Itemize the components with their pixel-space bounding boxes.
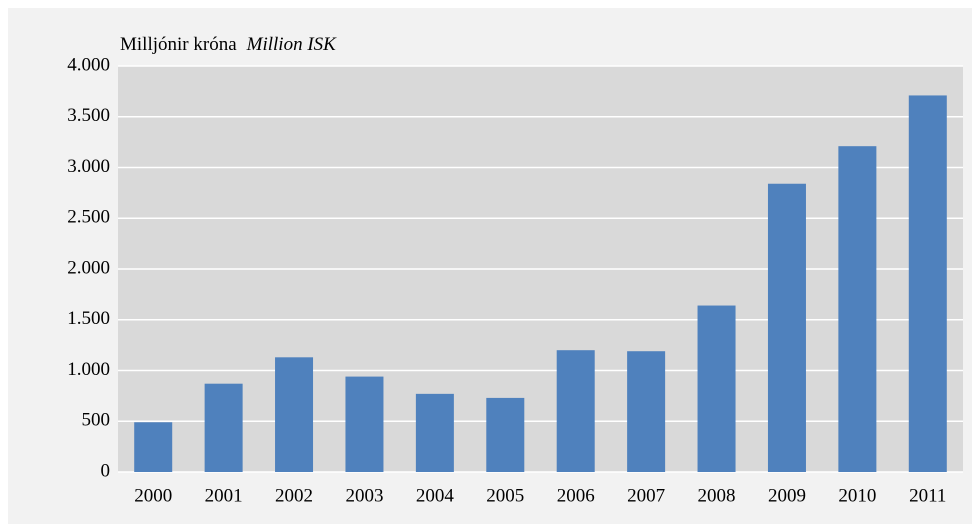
bar [838,146,877,472]
bar [345,376,384,472]
y-tick-label: 4.000 [67,54,110,75]
bar [767,183,806,473]
x-tick-label: 2010 [838,485,876,506]
x-tick-label: 2005 [486,485,524,506]
y-axis-label-en: Million ISK [246,34,338,55]
y-tick-label: 3.000 [67,156,110,177]
bar [556,350,595,472]
x-tick-label: 2004 [416,485,455,506]
x-tick-label: 2011 [909,485,946,506]
bar [697,305,736,472]
y-tick-label: 2.000 [67,257,110,278]
x-tick-label: 2002 [275,485,313,506]
y-tick-label: 500 [82,410,111,431]
bar [908,95,947,472]
y-tick-label: 2.500 [67,207,110,228]
bar [627,351,666,472]
y-axis-label-is: Milljónir króna [120,34,237,55]
x-tick-label: 2001 [205,485,243,506]
x-tick-label: 2003 [345,485,383,506]
x-tick-label: 2008 [698,485,736,506]
bar [134,422,173,472]
bar [486,397,525,472]
y-axis-label: Milljónir króna Million ISK [120,34,337,55]
y-tick-label: 1.500 [67,308,110,329]
x-tick-label: 2007 [627,485,665,506]
bar [204,383,243,472]
bar [275,357,314,472]
y-tick-label: 1.000 [67,359,110,380]
y-tick-label: 0 [101,460,111,481]
y-tick-label: 3.500 [67,105,110,126]
x-tick-label: 2000 [134,485,172,506]
bar [415,393,454,472]
x-tick-label: 2006 [557,485,595,506]
x-tick-label: 2009 [768,485,806,506]
